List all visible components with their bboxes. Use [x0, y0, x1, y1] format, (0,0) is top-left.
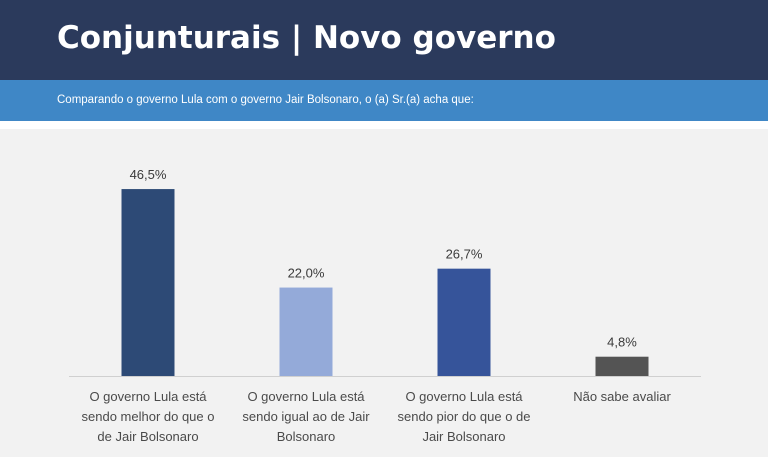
bar-4 — [595, 356, 649, 376]
bar-2 — [279, 287, 333, 376]
subtitle-bar — [0, 80, 768, 121]
data-label-4: 4,8% — [607, 335, 637, 350]
bar-3 — [437, 268, 491, 376]
bar-1 — [121, 189, 175, 376]
category-label-1: O governo Lula está sendo melhor do que o… — [82, 389, 215, 444]
category-label-2: O governo Lula está sendo igual ao de Jai… — [242, 389, 370, 444]
title-bar — [0, 0, 768, 80]
data-label-1: 46,5% — [130, 167, 167, 182]
page-title: Conjunturais | Novo governo — [57, 20, 556, 56]
category-label-3: O governo Lula está sendo pior do que o d… — [398, 389, 531, 444]
data-label-2: 22,0% — [288, 266, 325, 281]
divider — [0, 121, 768, 129]
data-label-3: 26,7% — [446, 247, 483, 262]
category-label-4: Não sabe avaliar — [573, 389, 671, 404]
page-subtitle: Comparando o governo Lula com o governo … — [57, 94, 474, 106]
